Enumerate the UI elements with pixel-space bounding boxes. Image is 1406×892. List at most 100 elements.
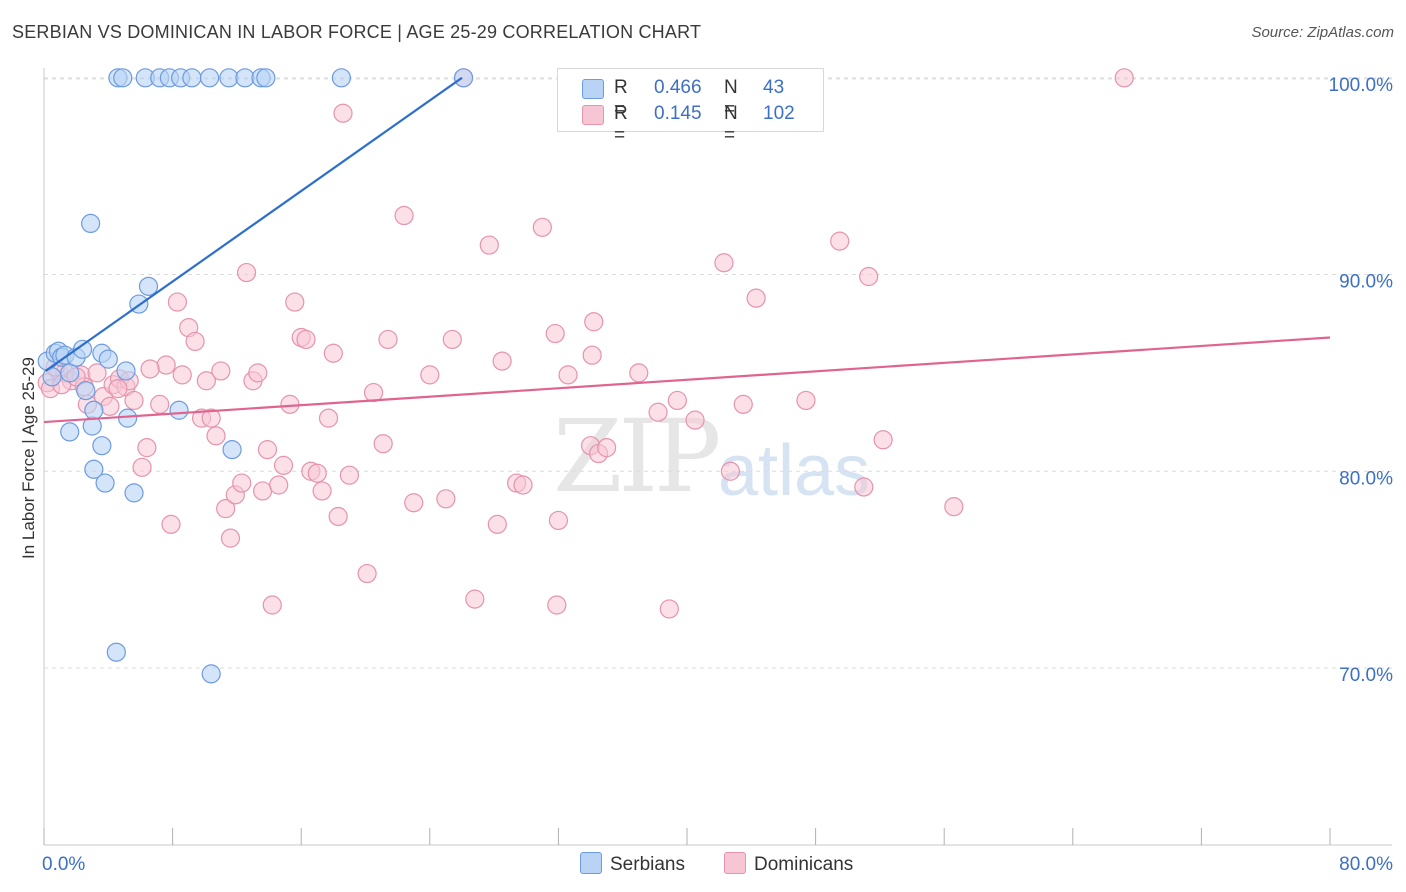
serbians-r-label: R = (614, 77, 628, 120)
dominican-point (944, 497, 964, 517)
dominican-point (185, 331, 205, 352)
dominican-point (420, 365, 440, 385)
dominican-point (582, 345, 602, 365)
dominican-point (132, 457, 152, 477)
serbian-point (222, 440, 242, 460)
dominican-point (378, 329, 398, 350)
dominican-point (667, 390, 687, 411)
bottom-legend-serbians-label: Serbians (610, 854, 685, 875)
dominican-point (236, 262, 257, 283)
dominican-point (659, 599, 679, 619)
serbian-point (84, 400, 104, 420)
serbians-trend-line (44, 76, 463, 372)
serbian-point (453, 68, 474, 88)
serbian-point (92, 436, 112, 456)
dominican-point (685, 410, 705, 430)
serbian-point (116, 361, 136, 381)
dominican-point (545, 323, 565, 344)
dominicans-trend-line (43, 336, 1331, 424)
dominican-point (211, 361, 231, 381)
dominican-point (100, 396, 120, 416)
dominican-point (253, 481, 273, 501)
dominicans-r-label: R = (614, 103, 628, 146)
dominican-point (87, 363, 107, 383)
bottom-legend-dominicans: Dominicans (724, 852, 853, 876)
dominican-point (597, 438, 617, 458)
bottom-legend-dominicans-swatch (724, 852, 746, 874)
serbian-point (169, 400, 189, 420)
dominican-point (859, 266, 879, 287)
dominican-point (257, 440, 278, 460)
dominican-point (373, 434, 393, 454)
dominican-point (629, 363, 649, 383)
dominicans-r-value: 0.145 (654, 103, 702, 124)
dominican-point (733, 394, 753, 414)
x-tick-label: 80.0% (1339, 854, 1393, 875)
tick-labels: 70.0% 80.0% 90.0% 100.0% 0.0% 80.0% In Labor F… (19, 75, 1393, 875)
dominican-point (220, 528, 241, 548)
dominican-point (312, 481, 332, 501)
dominican-point (124, 390, 144, 411)
dominican-point (513, 475, 533, 495)
serbian-point (138, 276, 159, 296)
serbian-point (98, 349, 118, 369)
dominican-point (140, 359, 160, 379)
dominican-point (487, 514, 507, 534)
dominican-point (307, 463, 327, 483)
dominican-point (714, 253, 734, 273)
dominican-point (273, 455, 294, 475)
dominican-point (318, 408, 339, 428)
dominican-point (796, 390, 816, 411)
dominican-point (436, 489, 456, 509)
dominicans-swatch (582, 105, 604, 125)
dominican-point (746, 288, 766, 308)
chart-source: Source: ZipAtlas.com (1251, 24, 1394, 41)
serbian-point (201, 664, 221, 684)
y-tick-label: 90.0% (1339, 272, 1393, 293)
serbians-n-value: 43 (763, 77, 785, 98)
bottom-legend-dominicans-label: Dominicans (754, 854, 854, 875)
dominican-point (333, 103, 353, 123)
dominican-point (394, 205, 414, 226)
serbians-r-value: 0.466 (654, 77, 702, 98)
dominican-point (328, 506, 348, 527)
dominican-point (262, 595, 282, 615)
trend-lines (43, 76, 1331, 424)
dominicans-points (37, 68, 1134, 619)
serbian-point (84, 459, 104, 479)
dominican-point (269, 475, 289, 495)
dominican-point (150, 394, 170, 414)
chart-title: SERBIAN VS DOMINICAN IN LABOR FORCE | AG… (12, 22, 702, 42)
dominican-point (285, 292, 305, 312)
dominican-point (357, 563, 377, 584)
dominican-point (442, 329, 462, 350)
dominican-point (167, 292, 188, 312)
dominican-point (172, 365, 192, 385)
dominican-point (156, 355, 176, 375)
dominican-point (1114, 68, 1134, 88)
dominican-point (465, 589, 485, 609)
grid-lines (44, 77, 1392, 669)
dominican-point (339, 465, 360, 485)
dominican-point (201, 408, 221, 428)
serbians-n-label: N = (724, 77, 738, 120)
correlation-legend: R = 0.466 N = 43 R = 0.145 N = 102 (557, 68, 824, 146)
bottom-legend-serbians-swatch (580, 852, 602, 874)
serbian-point (256, 68, 276, 88)
dominican-point (492, 351, 512, 371)
y-tick-label: 70.0% (1339, 665, 1393, 686)
serbian-point (106, 642, 126, 662)
bottom-legend-serbians: Serbians (580, 852, 685, 876)
dominican-point (296, 329, 316, 350)
dominican-point (404, 493, 424, 513)
serbian-point (117, 408, 138, 428)
serbian-point (60, 422, 80, 442)
dominican-point (479, 235, 499, 255)
serbians-swatch (582, 79, 604, 99)
dominican-point (216, 499, 236, 519)
dominican-point (196, 371, 216, 391)
dominican-point (108, 379, 128, 399)
serbian-point (199, 68, 220, 88)
axes (43, 68, 1392, 846)
